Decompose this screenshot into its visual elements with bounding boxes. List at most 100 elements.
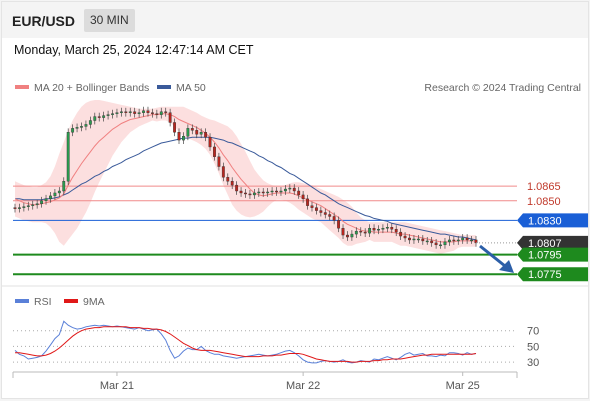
candle-body (465, 237, 469, 241)
candle-body (226, 177, 230, 182)
candle (88, 116, 92, 129)
candle-body (434, 242, 438, 246)
candle (155, 109, 159, 119)
candle (177, 128, 181, 145)
candle-body (168, 112, 172, 123)
candle (217, 152, 221, 171)
candle-body (66, 132, 70, 182)
bollinger-band (15, 100, 476, 254)
level-tag-label: 1.0830 (528, 215, 562, 227)
candle (75, 123, 79, 133)
candle-body (310, 205, 314, 208)
candle-body (261, 191, 265, 194)
candle (443, 237, 447, 249)
candle-body (275, 190, 278, 193)
candle-body (372, 227, 376, 231)
candle (372, 224, 376, 235)
header-bar: EUR/USD 30 MIN (2, 2, 588, 38)
timeframe-badge[interactable]: 30 MIN (84, 9, 135, 32)
candle-body (164, 111, 168, 113)
candle (359, 227, 363, 237)
rsi-tick-label: 70 (527, 326, 539, 338)
ma20-legend-swatch (15, 85, 29, 89)
candle (18, 203, 21, 213)
candle (66, 128, 70, 186)
candle (26, 201, 30, 211)
candle (186, 124, 190, 141)
candle-body (155, 113, 159, 115)
candle (146, 106, 150, 117)
candle-body (292, 187, 296, 192)
candle (346, 231, 349, 241)
candle-body (244, 192, 247, 195)
candle-body (461, 237, 465, 241)
candle (57, 187, 61, 197)
candle (461, 234, 465, 244)
candle (385, 223, 389, 233)
candle-body (40, 200, 44, 204)
candle (377, 225, 380, 235)
candle-body (346, 234, 349, 238)
candle (71, 124, 75, 137)
level-label-resistance-1: 1.0850 (527, 196, 561, 208)
candle (49, 191, 52, 203)
candle-body (456, 239, 460, 242)
credit-label: Research © 2024 Trading Central (424, 82, 581, 94)
candle-body (447, 239, 451, 243)
candle-body (248, 193, 252, 196)
candle-body (363, 231, 367, 234)
candle (452, 236, 456, 245)
candle-body (213, 146, 216, 157)
candle (315, 203, 318, 215)
rsi-tick-label: 50 (527, 341, 539, 353)
candle-body (430, 240, 434, 244)
candle (142, 106, 145, 117)
candle-body (204, 132, 208, 138)
candle (447, 236, 451, 246)
candle-body (75, 127, 79, 129)
candle (62, 177, 66, 195)
candle (306, 194, 309, 210)
candle (204, 128, 208, 142)
candle-body (377, 228, 380, 231)
candle-body (22, 206, 26, 208)
candle (403, 232, 407, 242)
candle-body (408, 237, 411, 241)
candle-body (124, 111, 128, 113)
candle-body (252, 192, 256, 196)
candle-body (306, 198, 309, 206)
candle-body (142, 110, 145, 113)
candlesticks (13, 106, 478, 249)
ma50-legend-label: MA 50 (176, 82, 206, 94)
candle-body (217, 156, 221, 167)
candle-body (315, 207, 318, 211)
candle-body (128, 111, 132, 113)
candle-body (323, 212, 327, 215)
candle-body (350, 233, 354, 238)
candle (354, 227, 358, 238)
candle-body (159, 111, 163, 115)
candle-body (199, 132, 203, 135)
candle (456, 236, 460, 245)
candle-body (301, 194, 305, 200)
candle (341, 224, 345, 239)
level-tag-current-3: 1.0807 (517, 235, 588, 250)
candle-body (390, 227, 394, 230)
candle (40, 196, 44, 208)
level-tag-bg (517, 247, 588, 262)
candle-body (62, 181, 66, 192)
candle (137, 108, 141, 118)
candle (150, 108, 154, 118)
candle (257, 188, 261, 197)
candle (173, 118, 176, 137)
rsi-tick-label: 30 (527, 357, 539, 369)
candle-body (381, 227, 385, 230)
candle (416, 235, 420, 243)
candle-body (421, 238, 425, 242)
candle-body (332, 216, 336, 221)
candle (119, 107, 123, 117)
rsi-ma-legend-label: 9MA (83, 296, 105, 308)
candle-body (71, 128, 75, 133)
